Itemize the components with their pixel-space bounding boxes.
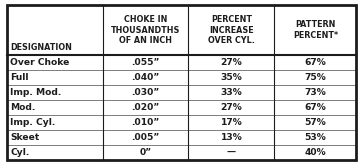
Text: 0”: 0” <box>139 148 152 157</box>
Text: 53%: 53% <box>305 133 326 142</box>
Text: 27%: 27% <box>220 58 242 67</box>
Text: Mod.: Mod. <box>10 103 36 112</box>
Text: .010”: .010” <box>131 118 160 127</box>
Text: 40%: 40% <box>305 148 326 157</box>
Text: .020”: .020” <box>131 103 160 112</box>
Text: Skeet: Skeet <box>10 133 39 142</box>
Text: Imp. Cyl.: Imp. Cyl. <box>10 118 56 127</box>
Text: Full: Full <box>10 73 29 82</box>
Text: 67%: 67% <box>305 103 326 112</box>
Text: .055”: .055” <box>131 58 160 67</box>
Text: 13%: 13% <box>220 133 242 142</box>
Text: 75%: 75% <box>305 73 326 82</box>
Text: Over Choke: Over Choke <box>10 58 69 67</box>
Text: 35%: 35% <box>220 73 242 82</box>
Text: 57%: 57% <box>305 118 326 127</box>
Text: PERCENT
INCREASE
OVER CYL.: PERCENT INCREASE OVER CYL. <box>208 15 255 45</box>
Text: 17%: 17% <box>220 118 242 127</box>
Text: PATTERN
PERCENT*: PATTERN PERCENT* <box>293 20 338 40</box>
Text: Imp. Mod.: Imp. Mod. <box>10 88 61 97</box>
Text: Cyl.: Cyl. <box>10 148 29 157</box>
Text: .030”: .030” <box>131 88 160 97</box>
Text: .040”: .040” <box>131 73 160 82</box>
Text: —: — <box>227 148 236 157</box>
Text: .005”: .005” <box>131 133 160 142</box>
Text: DESIGNATION: DESIGNATION <box>10 43 72 52</box>
Text: 67%: 67% <box>305 58 326 67</box>
Text: 73%: 73% <box>305 88 326 97</box>
Text: 27%: 27% <box>220 103 242 112</box>
Text: CHOKE IN
THOUSANDTHS
OF AN INCH: CHOKE IN THOUSANDTHS OF AN INCH <box>111 15 180 45</box>
Text: 33%: 33% <box>220 88 242 97</box>
